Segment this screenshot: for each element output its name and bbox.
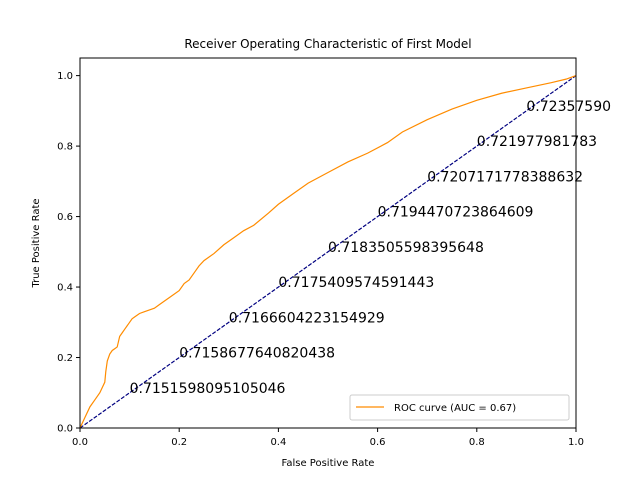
threshold-annotation: 0.7207171778388632 bbox=[427, 169, 583, 185]
legend-box bbox=[349, 394, 570, 421]
threshold-annotations: 0.7151598095105046 0.7158677640820438 0.71… bbox=[130, 99, 611, 397]
x-tick-label: 0.0 bbox=[72, 437, 88, 448]
y-axis-label: True Positive Rate bbox=[31, 198, 42, 288]
roc-curve-line bbox=[79, 75, 577, 429]
x-tick-label: 1.0 bbox=[568, 437, 584, 448]
threshold-annotation: 0.72357590 bbox=[526, 99, 611, 115]
threshold-annotation: 0.7151598095105046 bbox=[130, 381, 286, 397]
plot-frame bbox=[79, 57, 577, 429]
y-tick-label: 0.0 bbox=[57, 424, 73, 435]
x-tick-label: 0.8 bbox=[469, 437, 485, 448]
chart-title: Receiver Operating Characteristic of Fir… bbox=[184, 37, 471, 51]
y-tick-label: 0.2 bbox=[57, 353, 73, 364]
chance-diagonal-line bbox=[79, 75, 577, 429]
plot-area bbox=[79, 75, 577, 429]
x-tick-label: 0.2 bbox=[171, 437, 187, 448]
threshold-annotation: 0.7175409574591443 bbox=[278, 275, 434, 291]
x-axis-label: False Positive Rate bbox=[282, 458, 375, 469]
x-axis-ticks: 0.0 0.2 0.4 0.6 0.8 1.0 bbox=[72, 428, 584, 448]
y-tick-label: 0.4 bbox=[57, 283, 73, 294]
threshold-annotation: 0.7166604223154929 bbox=[229, 310, 385, 326]
threshold-annotation: 0.7183505598395648 bbox=[328, 240, 484, 256]
x-tick-label: 0.4 bbox=[270, 437, 286, 448]
y-tick-label: 1.0 bbox=[57, 71, 73, 82]
threshold-annotation: 0.721977981783 bbox=[477, 134, 597, 150]
y-tick-label: 0.8 bbox=[57, 142, 73, 153]
y-tick-label: 0.6 bbox=[57, 212, 73, 223]
legend: ROC curve (AUC = 0.67) bbox=[349, 394, 570, 421]
threshold-annotation: 0.7158677640820438 bbox=[179, 346, 335, 362]
threshold-annotation: 0.7194470723864609 bbox=[378, 205, 534, 221]
legend-label-roc: ROC curve (AUC = 0.67) bbox=[394, 403, 516, 414]
y-axis-ticks: 0.0 0.2 0.4 0.6 0.8 1.0 bbox=[57, 71, 80, 435]
x-tick-label: 0.6 bbox=[370, 437, 386, 448]
